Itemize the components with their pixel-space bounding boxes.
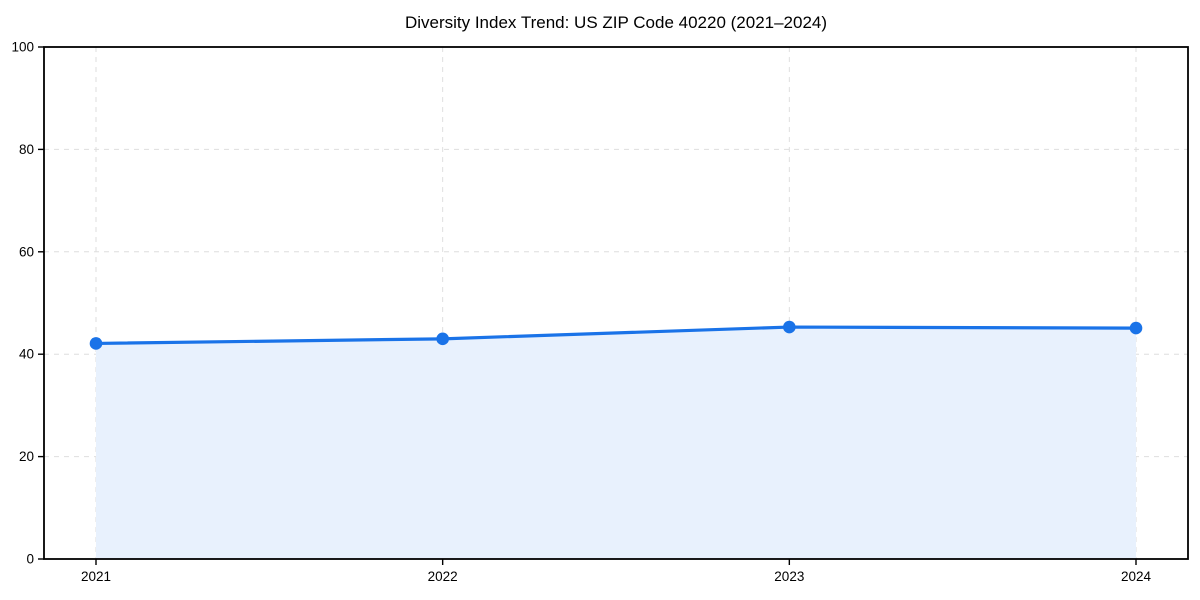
area-fill: [96, 327, 1136, 559]
plot-border: [43, 46, 1189, 560]
y-axis-tick-label: 40: [19, 347, 34, 362]
trend-line: [94, 325, 1138, 346]
data-point-2024: [1129, 321, 1143, 335]
x-axis-tick-label: 2023: [774, 569, 804, 584]
y-axis-tick-label: 60: [19, 244, 34, 259]
y-axis-tick-label: 20: [19, 449, 34, 464]
y-axis-tick-label: 0: [26, 552, 34, 567]
data-point-2023: [783, 320, 796, 334]
y-axis-tick-label: 80: [19, 142, 34, 157]
x-axis-tick-label: 2022: [428, 569, 458, 584]
y-axis-tick-label: 100: [11, 40, 34, 55]
x-axis-tick-label: 2024: [1121, 569, 1152, 584]
data-point-2021: [89, 337, 103, 350]
chart-title: Diversity Index Trend: US ZIP Code 40220…: [404, 13, 828, 32]
x-axis-tick-label: 2021: [81, 569, 111, 584]
data-point-2022: [436, 332, 449, 346]
